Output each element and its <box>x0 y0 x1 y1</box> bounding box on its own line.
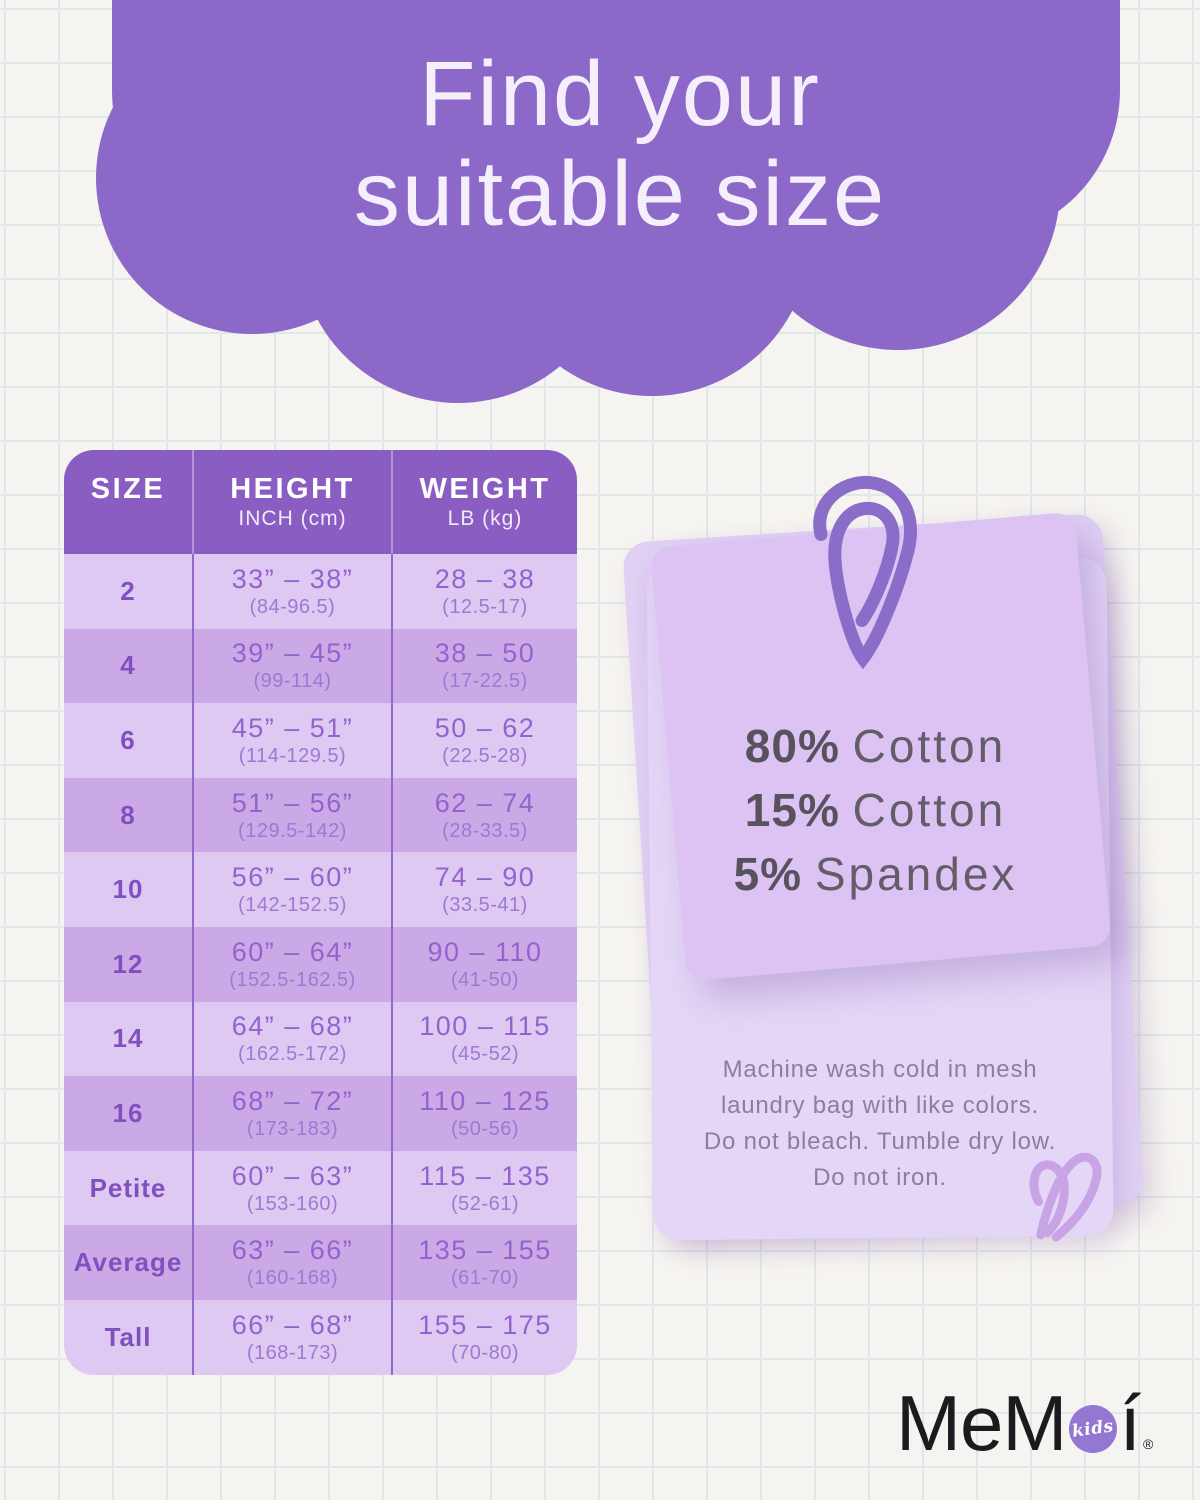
height-cell: 66” – 68” (168-173) <box>192 1299 391 1375</box>
weight-cell: 74 – 90 (33.5-41) <box>391 852 577 927</box>
registered-trademark: ® <box>1143 1436 1154 1452</box>
size-cell: Petite <box>89 1172 167 1203</box>
table-row: 12 60” – 64” (152.5-162.5) 90 – 110 (41-… <box>64 926 577 1002</box>
weight-cell: 28 – 38 (12.5-17) <box>391 554 577 629</box>
table-row: Average 63” – 66” (160-168) 135 – 155 (6… <box>64 1225 577 1300</box>
table-row: 6 45” – 51” (114-129.5) 50 – 62 (22.5-28… <box>64 703 577 778</box>
heart-doodle-icon <box>1029 1152 1102 1242</box>
kids-badge-label: kids <box>1071 1416 1116 1442</box>
composition-line: 15% Cotton <box>744 784 1007 836</box>
size-cell: 4 <box>120 650 136 681</box>
size-cell: 8 <box>120 799 136 830</box>
height-cell: 56” – 60” (142-152.5) <box>192 852 391 927</box>
size-table-header: SIZE HEIGHT INCH (cm) WEIGHT LB (kg) <box>64 450 577 554</box>
paperclip-icon <box>813 475 917 670</box>
size-table-body: 2 33” – 38” (84-96.5) 28 – 38 (12.5-17) … <box>64 554 577 1375</box>
height-cell: 64” – 68” (162.5-172) <box>192 1001 391 1077</box>
weight-cell: 50 – 62 (22.5-28) <box>391 703 577 778</box>
page-title-line1: Find your <box>419 43 821 145</box>
size-table: SIZE HEIGHT INCH (cm) WEIGHT LB (kg) 2 3… <box>64 450 577 1375</box>
care-line: Do not iron. <box>813 1164 947 1191</box>
cloud-banner-shape <box>96 0 1120 403</box>
header-weight: WEIGHT LB (kg) <box>391 450 577 554</box>
height-cell: 45” – 51” (114-129.5) <box>192 703 391 778</box>
page-title: Find your suitable size <box>120 44 1120 244</box>
height-cell: 33” – 38” (84-96.5) <box>192 554 391 629</box>
table-row: 10 56” – 60” (142-152.5) 74 – 90 (33.5-4… <box>64 852 577 927</box>
height-cell: 63” – 66” (160-168) <box>192 1225 391 1300</box>
height-cell: 60” – 63” (153-160) <box>192 1150 391 1226</box>
header-size: SIZE <box>90 473 166 505</box>
table-row: Petite 60” – 63” (153-160) 115 – 135 (52… <box>64 1150 577 1226</box>
composition-line: 5% Spandex <box>733 848 1018 900</box>
weight-cell: 155 – 175 (70-80) <box>391 1299 577 1375</box>
table-row: 4 39” – 45” (99-114) 38 – 50 (17-22.5) <box>64 628 577 704</box>
weight-cell: 135 – 155 (61-70) <box>391 1225 577 1300</box>
size-cell: 16 <box>112 1097 144 1128</box>
height-cell: 68” – 72” (173-183) <box>192 1076 391 1151</box>
weight-cell: 62 – 74 (28-33.5) <box>391 777 577 853</box>
fabric-composition: 80% Cotton 15% Cotton 5% Spandex <box>648 714 1103 906</box>
weight-cell: 110 – 125 (50-56) <box>391 1076 577 1151</box>
header-height: HEIGHT INCH (cm) <box>192 450 391 554</box>
table-row: 2 33” – 38” (84-96.5) 28 – 38 (12.5-17) <box>64 554 577 629</box>
care-line: Do not bleach. Tumble dry low. <box>703 1128 1057 1155</box>
care-line: Machine wash cold in mesh <box>722 1056 1038 1083</box>
weight-cell: 38 – 50 (17-22.5) <box>391 628 577 704</box>
weight-cell: 90 – 110 (41-50) <box>391 926 577 1002</box>
height-cell: 51” – 56” (129.5-142) <box>192 777 391 853</box>
size-cell: 6 <box>120 724 136 755</box>
size-cell: 2 <box>120 575 136 606</box>
size-cell: Average <box>73 1247 183 1278</box>
size-cell: 14 <box>112 1023 144 1054</box>
page-title-line2: suitable size <box>353 143 887 245</box>
table-row: Tall 66” – 68” (168-173) 155 – 175 (70-8… <box>64 1299 577 1375</box>
logo-text-mem: MeM <box>896 1379 1067 1467</box>
logo-text-i: í <box>1119 1379 1141 1467</box>
height-cell: 60” – 64” (152.5-162.5) <box>192 926 391 1002</box>
memoi-kids-logo: MeM kids í ® <box>896 1379 1154 1467</box>
size-cell: 12 <box>112 948 144 979</box>
table-row: 8 51” – 56” (129.5-142) 62 – 74 (28-33.5… <box>64 777 577 853</box>
composition-line: 80% Cotton <box>744 720 1007 772</box>
height-cell: 39” – 45” (99-114) <box>192 628 391 704</box>
kids-badge-icon: kids <box>1069 1405 1118 1453</box>
size-cell: Tall <box>104 1321 152 1352</box>
care-line: laundry bag with like colors. <box>720 1092 1039 1119</box>
table-row: 14 64” – 68” (162.5-172) 100 – 115 (45-5… <box>64 1001 577 1077</box>
weight-cell: 115 – 135 (52-61) <box>391 1150 577 1226</box>
table-row: 16 68” – 72” (173-183) 110 – 125 (50-56) <box>64 1076 577 1151</box>
care-instructions: Machine wash cold in mesh laundry bag wi… <box>640 1052 1120 1196</box>
weight-cell: 100 – 115 (45-52) <box>391 1001 577 1077</box>
size-cell: 10 <box>112 874 144 905</box>
